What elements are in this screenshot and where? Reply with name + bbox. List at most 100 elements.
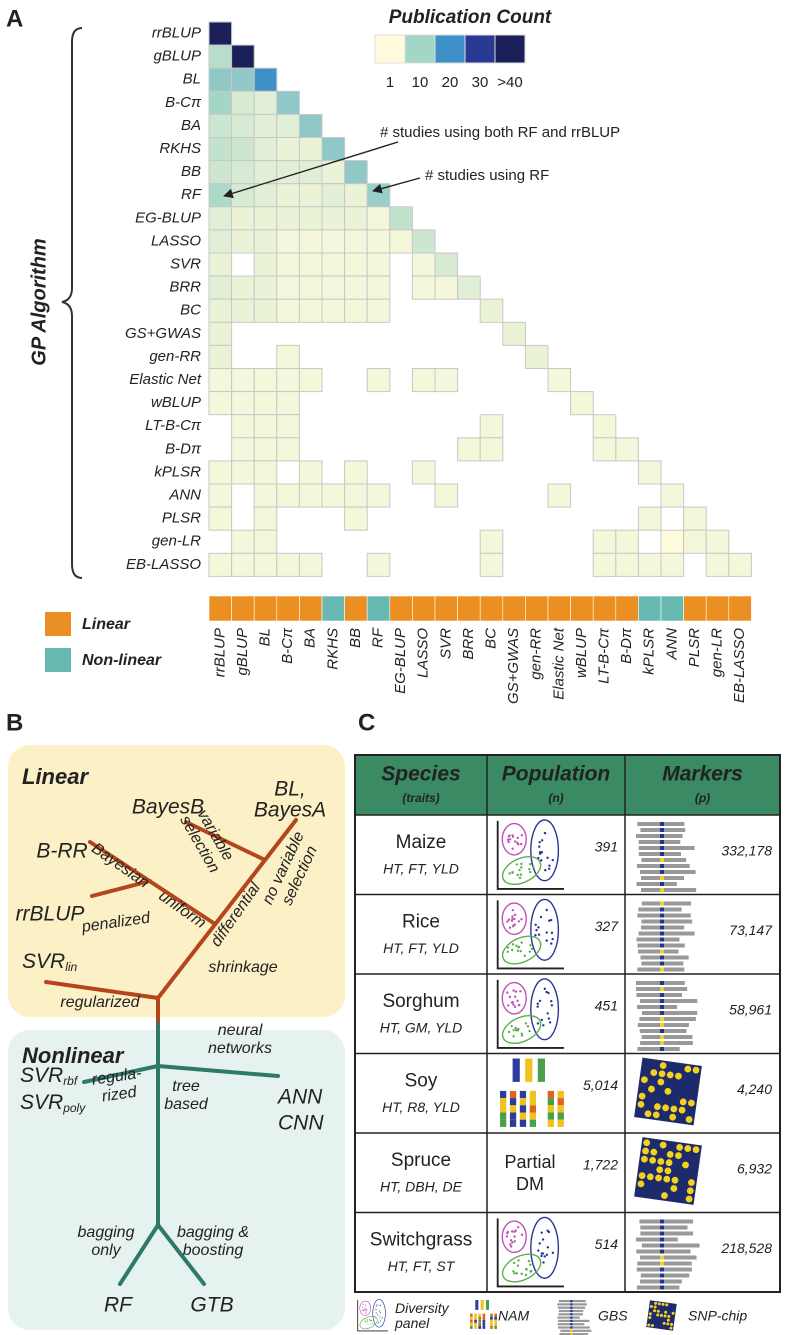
cluster-dot bbox=[517, 1259, 520, 1262]
diversity-icon bbox=[357, 1299, 388, 1332]
column-label: gBLUP bbox=[234, 628, 251, 676]
cluster-dot bbox=[518, 876, 522, 879]
cluster-dot bbox=[529, 862, 532, 866]
cluster-dot bbox=[506, 838, 510, 841]
cluster-dot bbox=[510, 948, 514, 952]
read-bar bbox=[640, 999, 698, 1003]
cluster-dot bbox=[540, 859, 543, 862]
heat-cell bbox=[231, 275, 255, 300]
legend-label: Diversity bbox=[395, 1300, 450, 1316]
read-bar bbox=[558, 1326, 590, 1329]
read-bar bbox=[637, 1005, 678, 1009]
heat-cell bbox=[231, 529, 255, 554]
cluster-dot bbox=[511, 1000, 514, 1004]
read-bar bbox=[640, 1041, 693, 1045]
column-label: B-Dπ bbox=[618, 627, 635, 664]
cluster-dot bbox=[536, 1005, 539, 1008]
leaf-name: SVR bbox=[20, 1091, 63, 1114]
cluster-dot bbox=[524, 1268, 528, 1271]
cluster-dot bbox=[513, 1230, 516, 1233]
heat-cell bbox=[298, 206, 323, 231]
panel-letter: C bbox=[358, 709, 375, 736]
cluster-dot bbox=[517, 920, 521, 923]
chip-spot bbox=[641, 1076, 648, 1084]
edge-label: regularized bbox=[60, 994, 140, 1011]
column-label: PLSR bbox=[686, 628, 703, 667]
class-legend-label: Linear bbox=[82, 616, 131, 633]
ril-segment bbox=[494, 1319, 497, 1323]
table-border bbox=[354, 754, 781, 1293]
snp-cell bbox=[660, 1261, 664, 1266]
column-label: gen-RR bbox=[528, 628, 545, 680]
cluster-dot bbox=[379, 1310, 381, 1312]
nam-icon bbox=[470, 1300, 497, 1329]
ril-segment bbox=[529, 1098, 536, 1106]
chip-spot bbox=[652, 1111, 660, 1119]
row-label: BRR bbox=[169, 279, 201, 296]
cluster-dot bbox=[513, 913, 517, 917]
cluster-dot bbox=[538, 840, 541, 844]
class-cell bbox=[344, 595, 368, 622]
leaf-label: RF bbox=[104, 1294, 133, 1317]
ril-segment bbox=[470, 1313, 473, 1317]
chip-spot bbox=[662, 1104, 670, 1112]
leaf-label: CNN bbox=[278, 1112, 324, 1135]
cluster-dot bbox=[542, 1261, 545, 1264]
cluster-dot bbox=[506, 950, 510, 953]
heat-cell bbox=[276, 113, 300, 139]
chip-spot bbox=[650, 1323, 655, 1328]
cluster-dot bbox=[367, 1320, 369, 1322]
chip-spot bbox=[688, 1179, 695, 1186]
ril-segment bbox=[547, 1105, 554, 1113]
ril-segment bbox=[482, 1319, 486, 1323]
heat-cell bbox=[366, 252, 391, 277]
chip-spot bbox=[656, 1309, 660, 1313]
chip-spot bbox=[688, 1099, 695, 1107]
heat-cell bbox=[208, 90, 233, 115]
read-bar bbox=[637, 1261, 692, 1266]
ril-segment bbox=[547, 1119, 554, 1127]
annotation-arrow bbox=[223, 141, 399, 199]
ril-segment bbox=[547, 1098, 554, 1106]
heat-cell bbox=[208, 483, 233, 508]
chip-spot bbox=[648, 1316, 652, 1320]
cluster-dot bbox=[543, 831, 547, 835]
chip-spot bbox=[671, 1176, 679, 1184]
heat-cell bbox=[434, 483, 459, 508]
heat-cell bbox=[276, 90, 300, 115]
read-bar bbox=[636, 1267, 692, 1272]
branch bbox=[82, 1064, 160, 1084]
heat-cell bbox=[253, 206, 278, 231]
cluster bbox=[359, 1315, 378, 1330]
snp-cell bbox=[660, 1273, 664, 1278]
ril-segment bbox=[500, 1090, 507, 1099]
ril-segment bbox=[490, 1325, 493, 1329]
snp-cell bbox=[660, 1035, 664, 1039]
read-bar bbox=[641, 1243, 700, 1248]
snp-cell bbox=[660, 822, 664, 826]
cluster-dot bbox=[520, 918, 523, 921]
heat-cell bbox=[231, 113, 255, 139]
branch bbox=[90, 879, 152, 898]
cluster-dot bbox=[520, 862, 523, 866]
cluster-dot bbox=[551, 858, 554, 862]
heat-cell bbox=[253, 275, 278, 300]
heat-cell bbox=[344, 229, 368, 254]
ril-segment bbox=[494, 1316, 497, 1320]
heat-cell bbox=[253, 529, 278, 554]
heat-cell bbox=[298, 183, 323, 208]
heat-cell bbox=[208, 460, 233, 485]
cluster-dot bbox=[543, 1255, 546, 1258]
edge-label: networks bbox=[208, 1040, 272, 1057]
chip-spot bbox=[644, 1110, 652, 1118]
cluster-dot bbox=[512, 1035, 515, 1038]
snp-cell bbox=[660, 834, 664, 838]
branch bbox=[88, 840, 217, 926]
chip-spot bbox=[664, 1310, 668, 1314]
chip-spot bbox=[684, 1145, 692, 1152]
snp-cell bbox=[570, 1306, 573, 1309]
heat-cell bbox=[298, 113, 323, 139]
leaf-label: GTB bbox=[190, 1294, 233, 1317]
heat-cell bbox=[411, 460, 436, 485]
